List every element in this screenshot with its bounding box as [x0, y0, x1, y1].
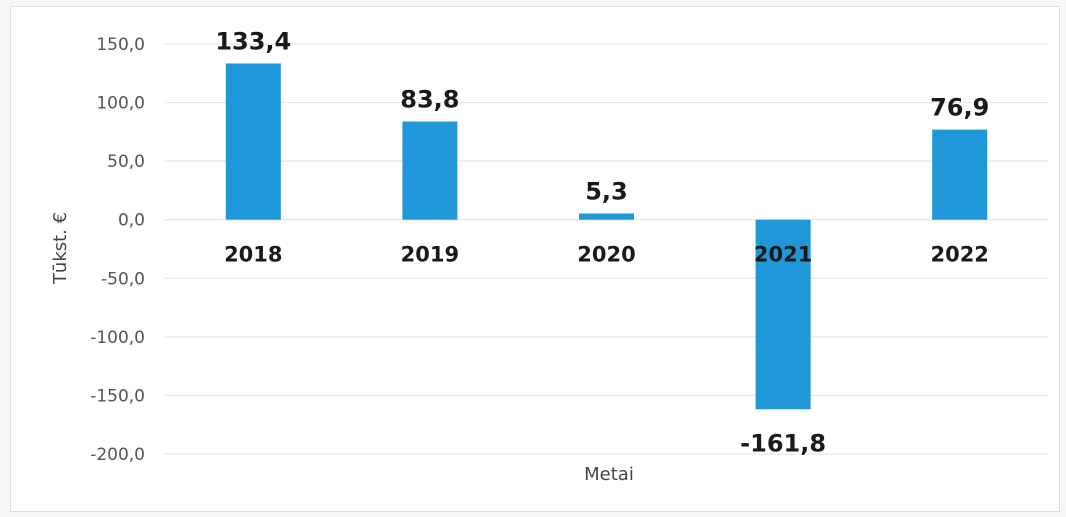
data-labels: 133,4 83,8 5,3 -161,8 76,9 — [215, 27, 989, 457]
x-category-label: 2018 — [224, 243, 282, 267]
x-axis-title: Metai — [584, 464, 634, 485]
x-axis-categories: 2018 2019 2020 2021 2022 — [224, 243, 989, 267]
x-category-label: 2022 — [930, 243, 988, 267]
data-label: 5,3 — [585, 178, 628, 206]
y-tick-label: 50,0 — [107, 152, 145, 172]
x-category-label: 2020 — [577, 243, 635, 267]
y-tick-label: 0,0 — [118, 211, 145, 231]
bar-2018 — [225, 63, 281, 220]
data-label: -161,8 — [740, 429, 826, 457]
gridlines — [165, 43, 1048, 455]
data-label: 83,8 — [400, 86, 459, 114]
bar-2021 — [755, 219, 811, 410]
x-category-label: 2019 — [401, 243, 459, 267]
bars — [225, 63, 988, 410]
bar-2020 — [579, 213, 634, 220]
y-tick-label: -50,0 — [101, 269, 145, 289]
y-tick-label: -200,0 — [90, 445, 145, 465]
data-label: 133,4 — [215, 27, 291, 55]
y-tick-label: 100,0 — [96, 94, 145, 114]
y-tick-label: 150,0 — [96, 35, 145, 55]
y-tick-label: -150,0 — [90, 386, 145, 406]
x-category-label: 2021 — [754, 243, 812, 267]
data-label: 76,9 — [930, 94, 989, 122]
y-axis-title: Tūkst. € — [50, 212, 71, 285]
bar-2019 — [402, 121, 458, 220]
chart-frame — [10, 6, 1060, 512]
bar-2022 — [932, 129, 988, 220]
y-axis-ticks: 150,0 100,0 50,0 0,0 -50,0 -100,0 -150,0 -200,0 — [90, 35, 145, 465]
y-tick-label: -100,0 — [90, 328, 145, 348]
